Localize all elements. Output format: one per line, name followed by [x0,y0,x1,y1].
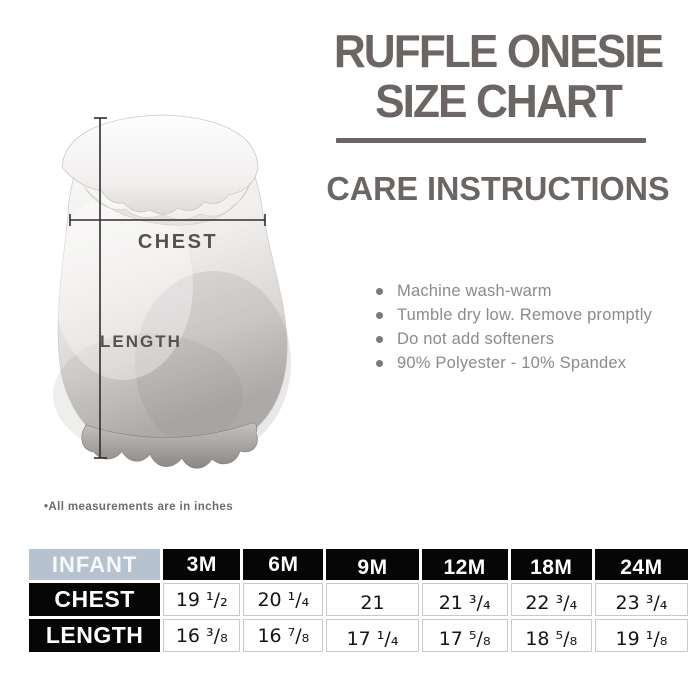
table-row-length: LENGTH 16 ³/₈ 16 ⁷/₈ 17 ¹/₄ 17 ⁵/₈ 18 ⁵/… [29,619,688,652]
measurements-note: •All measurements are in inches [44,501,233,513]
onesie-photo: CHEST LENGTH [53,114,291,469]
header-cell-24m: 24M [594,549,688,580]
length-value-3m: 16 ³/₈ [163,619,241,652]
collar-ruffle-outer [61,114,259,215]
care-instructions-heading: CARE INSTRUCTIONS [326,170,670,207]
body-shadow [135,271,291,455]
header-cell-9m: 9M [326,549,419,580]
length-label: LENGTH [100,332,182,351]
bullet-icon [376,336,383,343]
bullet-icon [376,360,383,367]
page-title-line1: RUFFLE ONESIE [333,25,664,77]
care-item: Tumble dry low. Remove promptly [375,307,685,324]
length-value-18m: 18 ⁵/₈ [510,619,592,652]
care-item: Do not add softeners [375,331,685,348]
page-title: RUFFLE ONESIE SIZE CHART [311,26,685,126]
chest-value-3m: 19 ¹/₂ [163,583,241,616]
header-cell-infant: INFANT [29,549,161,580]
chest-value-6m: 20 ¹/₄ [243,583,324,616]
page-title-line2: SIZE CHART [375,75,623,127]
measurement-lines [69,117,266,459]
length-value-12m: 17 ⁵/₈ [421,619,508,652]
chest-label: CHEST [138,231,218,253]
header-cell-12m: 12M [421,549,508,580]
length-value-24m: 19 ¹/₈ [594,619,688,652]
header-cell-18m: 18M [510,549,592,580]
table-row-chest: CHEST 19 ¹/₂ 20 ¹/₄ 21 21 ³/₄ 22 ³/₄ 23 … [29,583,688,616]
size-chart-table: INFANT 3M 6M 9M 12M 18M 24M CHEST 19 ¹/₂… [26,546,691,655]
care-item-text: Do not add softeners [397,330,555,348]
title-underline [336,138,646,143]
care-item-text: Tumble dry low. Remove promptly [397,306,653,324]
body-highlight [53,190,193,380]
row-label-chest: CHEST [29,583,161,616]
care-item: 90% Polyester - 10% Spandex [375,355,685,372]
row-label-length: LENGTH [29,619,161,652]
bullet-icon [376,288,383,295]
care-item-text: Machine wash-warm [397,282,552,300]
care-item: Machine wash-warm [375,283,685,300]
collar-ruffle-inner [83,182,251,226]
chest-value-18m: 22 ³/₄ [510,583,592,616]
chest-value-24m: 23 ³/₄ [594,583,688,616]
table-header-row: INFANT 3M 6M 9M 12M 18M 24M [29,549,688,580]
length-value-6m: 16 ⁷/₈ [243,619,324,652]
care-item-text: 90% Polyester - 10% Spandex [397,354,627,372]
chest-value-9m: 21 [326,583,419,616]
chest-value-12m: 21 ³/₄ [421,583,508,616]
header-cell-3m: 3M [163,549,241,580]
bullet-icon [376,312,383,319]
care-instructions-list: Machine wash-warm Tumble dry low. Remove… [375,283,685,379]
length-value-9m: 17 ¹/₄ [326,619,419,652]
leg-ruffle [81,422,258,469]
header-cell-6m: 6M [243,549,324,580]
